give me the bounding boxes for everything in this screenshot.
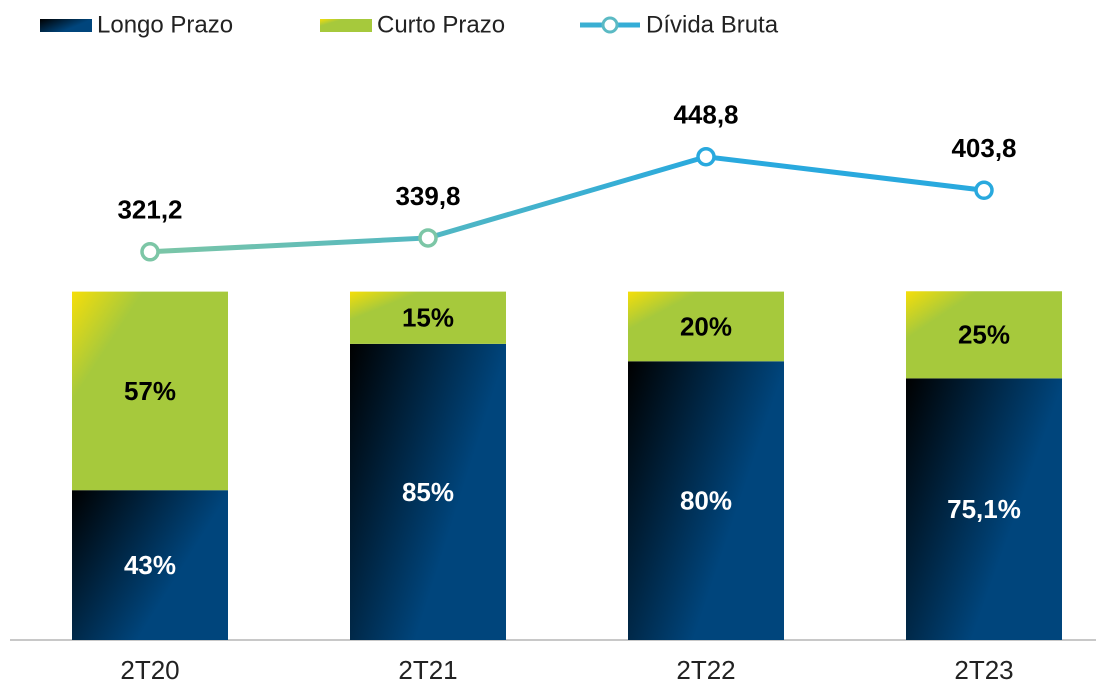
- line-marker: [696, 147, 716, 167]
- line-marker: [140, 242, 160, 262]
- bar-segment: [350, 343, 506, 640]
- bar-segment: [906, 291, 1062, 379]
- data-label: 85%: [402, 477, 454, 507]
- bar-segment: [628, 291, 784, 362]
- line-marker: [418, 228, 438, 248]
- x-tick-label: 2T20: [120, 655, 179, 685]
- line-marker: [974, 180, 994, 201]
- data-label: 20%: [680, 311, 732, 341]
- bar-segment: [350, 291, 506, 344]
- legend-swatch: [40, 19, 92, 32]
- data-label: 15%: [402, 303, 454, 333]
- data-label: 75,1%: [947, 494, 1021, 524]
- bar-segment: [72, 490, 228, 640]
- bar-segment: [72, 291, 228, 491]
- bar-segment: [628, 361, 784, 640]
- data-label: 25%: [958, 320, 1010, 350]
- legend-swatch: [320, 19, 372, 32]
- data-label: 80%: [680, 486, 732, 516]
- line: [149, 154, 985, 255]
- x-tick-label: 2T22: [676, 655, 735, 685]
- bar-segment: [906, 378, 1062, 640]
- x-tick-label: 2T21: [398, 655, 457, 685]
- legend-label: Dívida Bruta: [646, 11, 779, 38]
- data-label: 321,2: [117, 195, 182, 225]
- data-label: 57%: [124, 376, 176, 406]
- data-label: 403,8: [951, 133, 1016, 163]
- legend-marker: [601, 16, 619, 34]
- data-label: 339,8: [395, 181, 460, 211]
- x-tick-label: 2T23: [954, 655, 1013, 685]
- legend-label: Longo Prazo: [97, 11, 233, 38]
- data-label: 43%: [124, 550, 176, 580]
- data-label: 448,8: [673, 100, 738, 130]
- legend-label: Curto Prazo: [377, 11, 505, 38]
